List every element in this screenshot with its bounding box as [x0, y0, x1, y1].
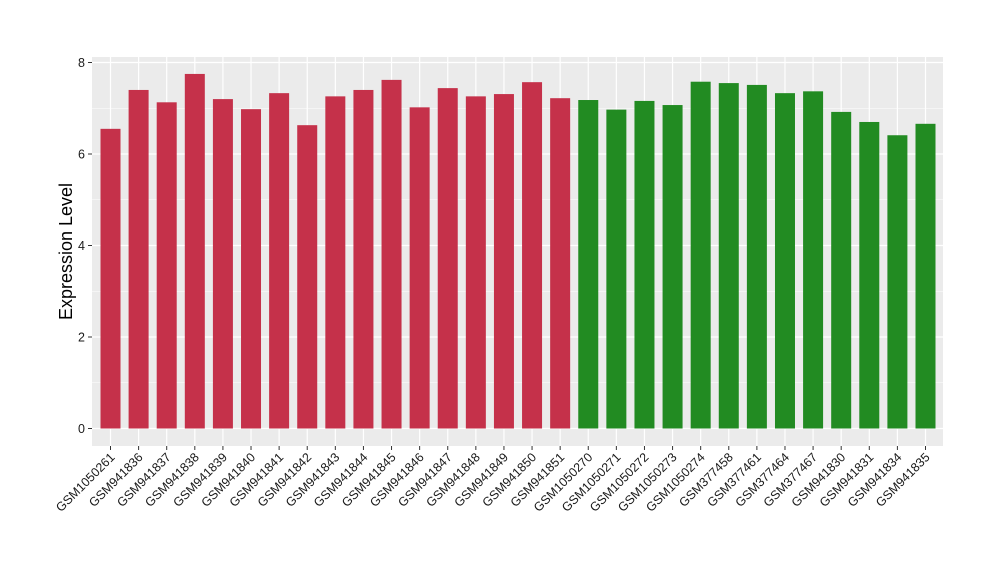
bar-GSM941844 — [353, 89, 374, 429]
bar-GSM941841 — [269, 93, 290, 429]
bar-GSM941848 — [465, 96, 486, 429]
y-axis-title: Expression Level — [56, 183, 76, 320]
bar-GSM941842 — [297, 125, 318, 429]
bar-GSM941838 — [184, 73, 205, 429]
bar-GSM1050271 — [606, 109, 627, 429]
bar-GSM377458 — [718, 83, 739, 429]
bar-GSM1050270 — [578, 100, 599, 429]
bar-GSM941846 — [409, 107, 430, 429]
y-tick-label: 2 — [78, 331, 85, 345]
bar-GSM941835 — [915, 123, 936, 429]
bars — [100, 73, 936, 429]
bar-GSM941850 — [522, 82, 543, 429]
bar-GSM941837 — [156, 102, 177, 429]
y-tick-label: 0 — [78, 422, 85, 436]
bar-GSM941831 — [859, 121, 880, 429]
bar-GSM941839 — [212, 99, 233, 429]
bar-GSM941840 — [241, 109, 262, 429]
bar-GSM941836 — [128, 89, 149, 429]
bar-GSM941830 — [831, 111, 852, 429]
y-tick-label: 8 — [78, 56, 85, 70]
bar-GSM377467 — [803, 91, 824, 429]
bar-GSM1050272 — [634, 100, 655, 429]
bar-GSM941845 — [381, 79, 402, 429]
bar-GSM1050274 — [690, 81, 711, 429]
y-tick-label: 4 — [78, 239, 85, 253]
bar-GSM377464 — [774, 93, 795, 429]
y-axis: 0 2 4 6 8 — [78, 56, 92, 436]
bar-GSM941834 — [887, 135, 908, 429]
bar-GSM1050273 — [662, 105, 683, 429]
bar-GSM377461 — [746, 84, 767, 429]
bar-GSM941851 — [550, 98, 571, 429]
y-tick-label: 6 — [78, 148, 85, 162]
plot-panel — [92, 57, 943, 446]
x-axis: GSM1050261GSM941836GSM941837GSM941838GSM… — [53, 446, 933, 515]
bar-GSM941843 — [325, 96, 346, 429]
bar-GSM941849 — [493, 94, 514, 429]
bar-GSM941847 — [437, 88, 458, 429]
bar-GSM1050261 — [100, 128, 121, 429]
